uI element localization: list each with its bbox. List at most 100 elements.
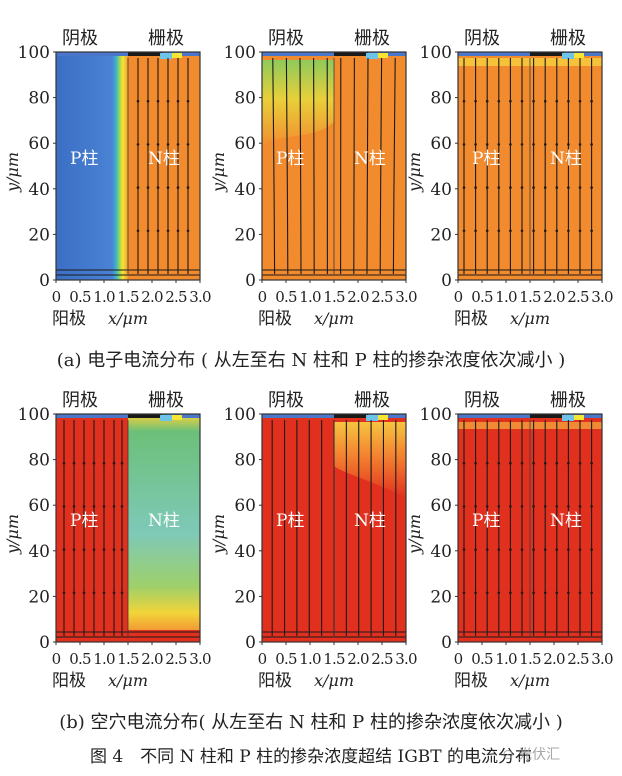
flow-arrow (532, 143, 535, 146)
x-tick-label: 1.5 (117, 650, 139, 668)
y-axis-label: y/μm (209, 514, 228, 555)
field-n-pillar (128, 414, 200, 630)
flow-arrow (567, 461, 570, 465)
flow-arrow (62, 591, 66, 595)
flow-arrow (120, 548, 124, 551)
x-tick-label: 3.0 (591, 650, 613, 668)
x-tick-label: 2.0 (141, 288, 163, 306)
flow-arrow (578, 548, 582, 551)
flow-arrow (532, 229, 535, 233)
streamline (285, 57, 289, 275)
field-p-pillar (56, 52, 128, 280)
flow-arrow (567, 229, 570, 233)
cathode-label: 阴极 (464, 28, 500, 49)
gate-oxide (366, 53, 378, 59)
flow-arrow (590, 99, 593, 103)
x-axis-label: x/μm (108, 309, 148, 328)
chart-panel-b3: 0 20 40 60 80 100 0 0.5 1.0 1.5 2.0 2.5 3.0 阳极 x/μm y/μ… (405, 390, 614, 691)
flow-arrow (497, 461, 501, 465)
y-tick-label: 100 (18, 43, 50, 63)
flow-arrow (509, 143, 512, 146)
flow-arrow (462, 99, 466, 103)
flow-arrow (485, 505, 489, 508)
streamline (392, 57, 396, 275)
y-tick-label: 0 (39, 633, 50, 653)
watermark-text: ⊙ 光伏汇 (502, 747, 561, 763)
gate-label: 栅极 (550, 390, 586, 411)
flow-arrow (166, 186, 170, 189)
flow-arrow (102, 548, 106, 551)
flow-arrow (120, 461, 124, 465)
flow-arrow (555, 548, 559, 551)
cathode-label: 阴极 (268, 390, 304, 411)
flow-arrow (92, 505, 96, 508)
anode-label: 阳极 (454, 671, 488, 691)
y-tick-label: 40 (28, 180, 50, 200)
x-tick-label: 2.5 (567, 650, 589, 668)
y-tick-label: 20 (28, 587, 50, 607)
flow-arrow (555, 143, 559, 146)
streamline (313, 57, 315, 275)
flow-arrow (176, 229, 180, 233)
flow-arrow (590, 548, 593, 551)
flow-arrow (82, 591, 86, 595)
y-tick-label: 100 (420, 43, 452, 63)
gate-oxide (366, 415, 378, 421)
flow-arrow (462, 591, 466, 595)
chart-panel-b2: 0 20 40 60 80 100 0 0.5 1.0 1.5 2.0 2.5 3.0 阳极 x/μm y/μ… (209, 390, 418, 691)
gate-poly (574, 53, 584, 58)
flow-arrow (462, 505, 466, 508)
flow-arrow (590, 505, 593, 508)
flow-arrow (532, 99, 535, 103)
flow-arrow (509, 99, 512, 103)
x-tick-label: 1.0 (93, 288, 115, 306)
flow-arrow (590, 186, 593, 189)
flow-arrow (186, 143, 190, 146)
flow-arrow (166, 143, 170, 146)
flow-arrow (497, 229, 501, 233)
flow-arrow (112, 461, 116, 465)
flow-arrow (509, 461, 512, 465)
flow-arrow (520, 99, 524, 103)
y-tick-label: 80 (234, 451, 256, 471)
chart-panel-a2: 0 20 40 60 80 100 0 0.5 1.0 1.5 2.0 2.5 3.0 阳极 x/μm y/μ… (209, 28, 418, 329)
p-pillar-label: P柱 (70, 511, 98, 531)
x-tick-label: 0.5 (69, 650, 91, 668)
x-tick-label: 0 (52, 650, 61, 668)
y-tick-label: 80 (430, 451, 452, 471)
gate-label: 栅极 (354, 390, 390, 411)
n-pillar-label: N柱 (148, 511, 180, 531)
flow-arrow (567, 591, 570, 595)
flow-arrow (485, 99, 489, 103)
n-pillar-label: N柱 (148, 149, 180, 169)
flow-arrow (474, 229, 477, 233)
x-tick-label: 0.5 (471, 650, 493, 668)
flow-arrow (532, 505, 535, 508)
y-tick-label: 0 (245, 633, 256, 653)
flow-arrow (92, 591, 96, 595)
x-tick-label: 1.0 (299, 288, 321, 306)
figure-title: 图 4 不同 N 柱和 P 柱的掺杂浓度超结 IGBT 的电流分布 (89, 747, 533, 767)
flow-arrow (578, 143, 582, 146)
flow-arrow (186, 186, 190, 189)
x-axis-label: x/μm (510, 309, 550, 328)
x-tick-label: 2.5 (165, 650, 187, 668)
x-tick-label: 0.5 (471, 288, 493, 306)
x-tick-label: 2.5 (371, 288, 393, 306)
flow-arrow (590, 229, 593, 233)
x-tick-label: 1.5 (323, 288, 345, 306)
y-axis-label: y/μm (3, 514, 22, 555)
flow-arrow (578, 591, 582, 595)
flow-arrow (474, 99, 477, 103)
y-tick-label: 60 (234, 496, 256, 516)
y-tick-label: 60 (430, 496, 452, 516)
x-tick-label: 1.0 (93, 650, 115, 668)
field-top-gradient (262, 60, 334, 148)
y-tick-label: 40 (234, 542, 256, 562)
gate-contact (128, 52, 162, 56)
flow-arrow (146, 186, 150, 189)
y-axis-label: y/μm (405, 514, 424, 555)
flow-arrow (578, 99, 582, 103)
flow-arrow (543, 591, 547, 595)
flow-arrow (176, 186, 180, 189)
